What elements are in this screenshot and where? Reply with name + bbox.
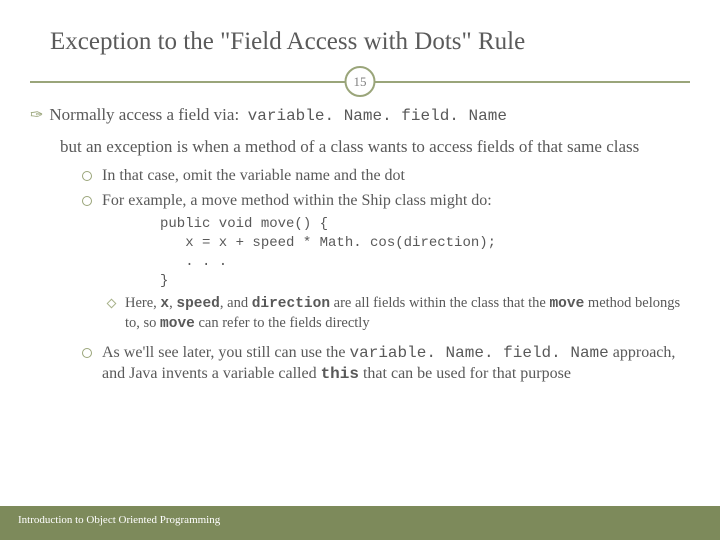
bullet-main: ✑ Normally access a field via: variable.… [30, 104, 690, 126]
sub-item-2-text: For example, a move method within the Sh… [102, 191, 690, 211]
sub-item-2: For example, a move method within the Sh… [82, 191, 690, 211]
page-number-badge: 15 [345, 66, 376, 97]
slide-title: Exception to the "Field Access with Dots… [0, 0, 720, 66]
title-divider: 15 [30, 66, 690, 98]
footer-bar: Introduction to Object Oriented Programm… [0, 506, 720, 540]
circle-bullet-icon [82, 171, 92, 181]
squiggle-bullet-icon: ✑ [30, 106, 43, 126]
sub-item-3: As we'll see later, you still can use th… [82, 343, 690, 384]
subsub-text: Here, x, speed, and direction are all fi… [125, 294, 690, 334]
bullet-main-text: Normally access a field via: variable. N… [49, 104, 507, 126]
circle-bullet-icon [82, 348, 92, 358]
sub-item-1-text: In that case, omit the variable name and… [102, 166, 690, 186]
diamond-bullet-icon [107, 298, 117, 308]
sub-item-3-text: As we'll see later, you still can use th… [102, 343, 690, 384]
line1-code: variable. Name. field. Name [248, 107, 507, 125]
line1-prefix: Normally access a field via: [49, 105, 239, 124]
code-snippet: public void move() { x = x + speed * Mat… [160, 215, 690, 291]
sub-list-2: As we'll see later, you still can use th… [82, 343, 690, 384]
sub-list: In that case, omit the variable name and… [82, 166, 690, 211]
subsub-item: Here, x, speed, and direction are all fi… [108, 294, 690, 334]
slide-body: ✑ Normally access a field via: variable.… [0, 104, 720, 384]
circle-bullet-icon [82, 196, 92, 206]
exception-paragraph: but an exception is when a method of a c… [60, 136, 690, 158]
sub-item-1: In that case, omit the variable name and… [82, 166, 690, 186]
